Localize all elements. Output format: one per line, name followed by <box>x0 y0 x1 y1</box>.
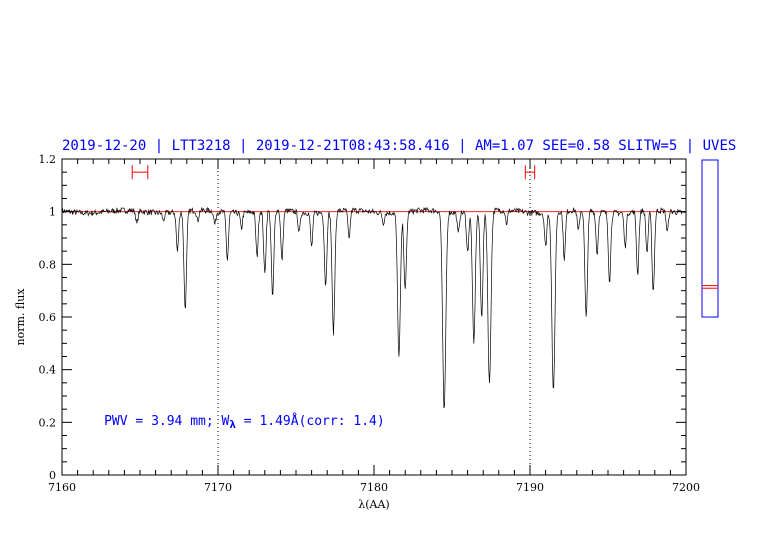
pwv-text: PWV = 3.94 mm; W <box>104 414 229 429</box>
continuum-range-marker <box>524 165 536 180</box>
spectrum-trace <box>61 206 687 409</box>
ew-text: = 1.49Å(corr: 1.4) <box>236 413 385 429</box>
side-indicator-box <box>701 159 719 318</box>
x-tick-label: 7170 <box>204 481 232 494</box>
pwv-annotation: PWV = 3.94 mm; Wλ = 1.49Å(corr: 1.4) <box>104 413 385 431</box>
x-tick-label: 7160 <box>48 481 76 494</box>
y-axis: 0 0.2 0.4 0.6 0.8 1 1.2 <box>39 153 686 482</box>
y-tick-label: 1.2 <box>39 153 57 166</box>
chart-title: 2019-12-20 | LTT3218 | 2019-12-21T08:43:… <box>62 138 736 154</box>
spectrum-line <box>61 206 687 409</box>
x-tick-label: 7180 <box>360 481 388 494</box>
x-tick-label: 7200 <box>672 481 700 494</box>
y-tick-label: 0.2 <box>39 416 57 429</box>
y-tick-label: 0 <box>49 469 56 482</box>
y-axis-label: norm. flux <box>14 288 27 346</box>
y-tick-label: 0.4 <box>39 364 57 377</box>
side-indicator <box>701 159 719 318</box>
y-tick-label: 0.6 <box>39 311 57 324</box>
x-axis: 7160 7170 7180 7190 7200 <box>48 159 700 494</box>
continuum-range-markers <box>131 165 536 180</box>
continuum-range-marker <box>131 165 149 180</box>
lambda-subscript: λ <box>229 418 236 431</box>
y-tick-label: 0.8 <box>39 258 57 271</box>
x-tick-label: 7190 <box>516 481 544 494</box>
y-tick-label: 1 <box>49 206 56 219</box>
x-axis-label: λ(AA) <box>358 498 389 511</box>
